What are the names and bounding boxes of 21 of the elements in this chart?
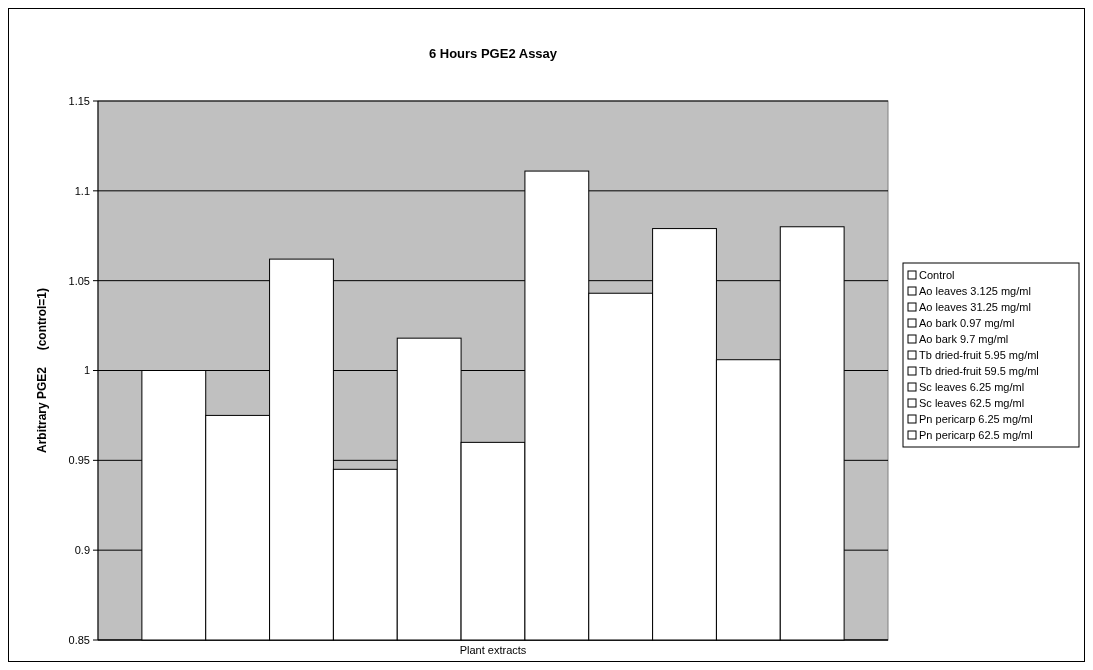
y-tick-label: 1 bbox=[83, 364, 90, 377]
y-tick-label: 0.95 bbox=[68, 454, 90, 467]
y-tick-label: 1.05 bbox=[68, 274, 90, 287]
y-axis-title: Arbitrary PGE2 (control=1) bbox=[35, 287, 49, 454]
y-tick-label: 0.85 bbox=[68, 633, 90, 646]
legend-label: Pn pericarp 6.25 mg/ml bbox=[919, 413, 1033, 425]
legend-label: Pn pericarp 62.5 mg/ml bbox=[919, 429, 1033, 441]
legend-label: Sc leaves 62.5 mg/ml bbox=[919, 397, 1025, 409]
legend-label: Ao bark 0.97 mg/ml bbox=[919, 317, 1015, 329]
y-tick-label: 1.1 bbox=[74, 184, 90, 197]
legend-label: Ao bark 9.7 mg/ml bbox=[919, 333, 1009, 345]
legend-label: Ao leaves 3.125 mg/ml bbox=[919, 285, 1031, 297]
legend-label: Sc leaves 6.25 mg/ml bbox=[919, 381, 1025, 393]
y-tick-label: 0.9 bbox=[74, 544, 90, 557]
legend-label: Control bbox=[919, 269, 955, 281]
legend-label: Tb dried-fruit 59.5 mg/ml bbox=[919, 365, 1039, 377]
y-tick-label: 1.15 bbox=[68, 94, 90, 107]
chart-title: 6 Hours PGE2 Assay bbox=[428, 46, 558, 61]
legend-label: Ao leaves 31.25 mg/ml bbox=[919, 301, 1031, 313]
x-axis-title: Plant extracts bbox=[459, 644, 527, 656]
legend-label: Tb dried-fruit 5.95 mg/ml bbox=[919, 349, 1039, 361]
